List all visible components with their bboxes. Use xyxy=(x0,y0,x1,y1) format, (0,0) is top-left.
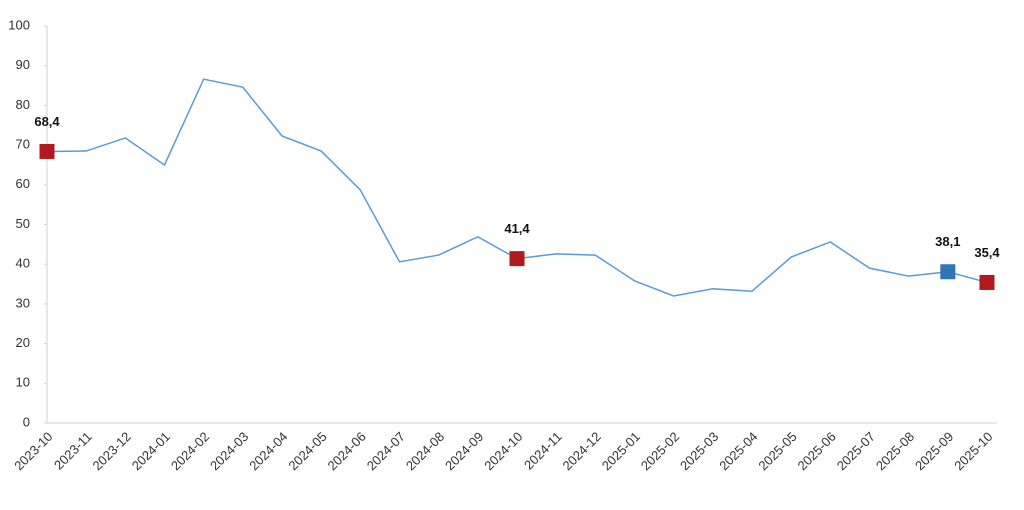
x-tick-label: 2024-11 xyxy=(521,429,565,473)
x-tick-label: 2025-08 xyxy=(873,429,917,473)
y-tick-label: 90 xyxy=(16,57,30,72)
marker xyxy=(39,143,55,159)
x-tick-label: 2025-06 xyxy=(795,429,839,473)
x-tick-label: 2025-04 xyxy=(716,429,760,473)
y-tick-label: 50 xyxy=(16,216,30,231)
x-tick-label: 2023-11 xyxy=(51,429,95,473)
x-tick-label: 2024-10 xyxy=(481,429,525,473)
marker xyxy=(979,274,995,290)
x-tick-label: 2024-12 xyxy=(560,429,604,473)
y-tick-label: 0 xyxy=(23,414,30,429)
x-tick-label: 2024-06 xyxy=(325,429,369,473)
x-tick-label: 2025-02 xyxy=(638,429,682,473)
data-label: 35,4 xyxy=(974,245,1000,260)
x-tick-label: 2024-07 xyxy=(364,429,408,473)
y-tick-label: 60 xyxy=(16,176,30,191)
y-tick-label: 80 xyxy=(16,97,30,112)
x-tick-label: 2025-07 xyxy=(834,429,878,473)
y-tick-label: 10 xyxy=(16,375,30,390)
x-tick-label: 2025-10 xyxy=(951,429,995,473)
y-tick-label: 100 xyxy=(8,17,30,32)
x-tick-label: 2025-09 xyxy=(912,429,956,473)
x-tick-label: 2024-02 xyxy=(168,429,212,473)
y-tick-label: 20 xyxy=(16,335,30,350)
x-tick-label: 2024-04 xyxy=(246,429,290,473)
x-tick-label: 2023-12 xyxy=(90,429,134,473)
x-tick-label: 2025-05 xyxy=(755,429,799,473)
data-label: 41,4 xyxy=(504,221,530,236)
x-tick-label: 2023-10 xyxy=(11,429,55,473)
marker xyxy=(509,251,525,267)
x-tick-label: 2025-03 xyxy=(677,429,721,473)
x-tick-label: 2025-01 xyxy=(599,429,643,473)
marker xyxy=(940,264,956,280)
x-tick-label: 2024-09 xyxy=(442,429,486,473)
x-tick-label: 2024-05 xyxy=(285,429,329,473)
data-label: 68,4 xyxy=(34,114,60,129)
data-label: 38,1 xyxy=(935,234,960,249)
x-tick-label: 2024-01 xyxy=(129,429,173,473)
x-tick-label: 2024-08 xyxy=(403,429,447,473)
x-tick-label: 2024-03 xyxy=(207,429,251,473)
y-tick-label: 30 xyxy=(16,295,30,310)
y-tick-label: 40 xyxy=(16,256,30,271)
y-tick-label: 70 xyxy=(16,137,30,152)
